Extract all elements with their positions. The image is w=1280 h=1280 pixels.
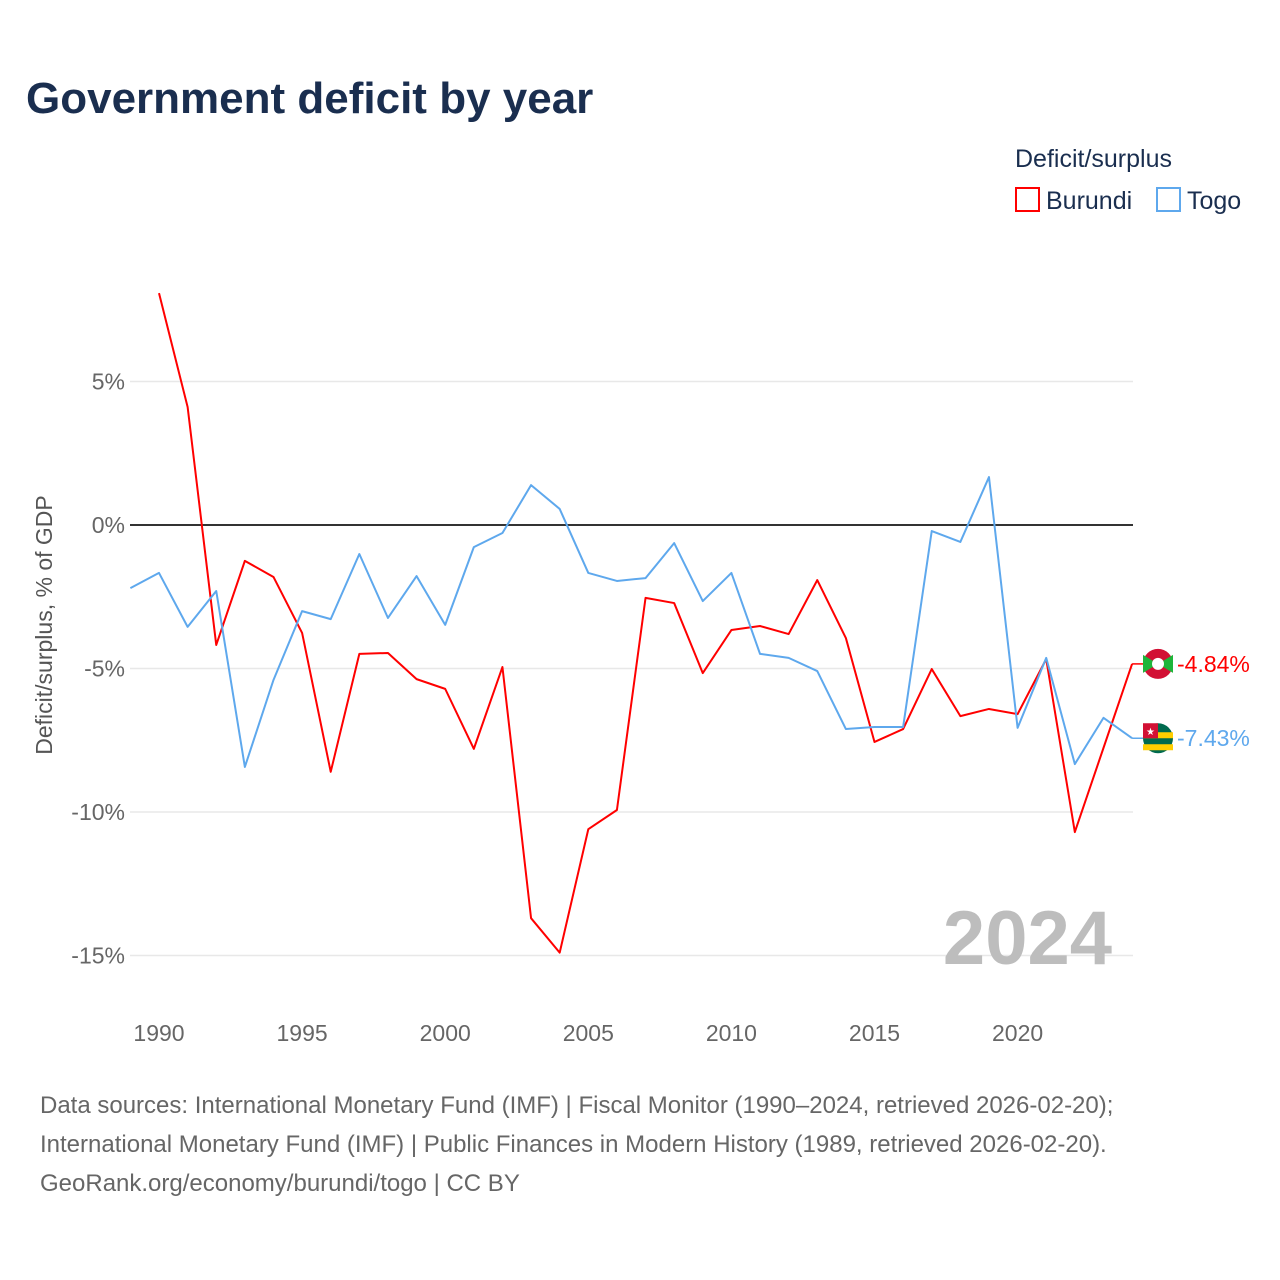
x-tick-label: 2015: [849, 1020, 900, 1046]
end-value-label-burundi: -4.84%: [1177, 651, 1250, 677]
x-tick-label: 2010: [706, 1020, 757, 1046]
x-tick-label: 2020: [992, 1020, 1043, 1046]
series-line-burundi: [158, 292, 1134, 954]
y-tick-label: 0%: [92, 512, 125, 538]
y-tick-label: -10%: [71, 799, 125, 825]
y-tick-label: -15%: [71, 943, 125, 969]
flag-icon-togo: ★: [1143, 723, 1173, 754]
footer-line-1: Data sources: International Monetary Fun…: [40, 1092, 1113, 1119]
y-axis-label: Deficit/surplus, % of GDP: [31, 495, 57, 754]
legend-swatch-burundi: [1015, 187, 1040, 212]
year-watermark: 2024: [943, 896, 1112, 981]
legend-item-burundi[interactable]: Burundi: [1015, 187, 1132, 215]
y-tick-label: -5%: [84, 656, 125, 682]
x-tick-label: 1990: [133, 1020, 184, 1046]
flag-icon-burundi: [1143, 648, 1173, 679]
legend-swatch-togo: [1156, 187, 1181, 212]
legend-title: Deficit/surplus: [1015, 145, 1172, 173]
legend-item-togo[interactable]: Togo: [1156, 187, 1241, 215]
chart-title: Government deficit by year: [26, 74, 593, 123]
end-value-label-togo: -7.43%: [1177, 725, 1250, 751]
x-tick-label: 2000: [420, 1020, 471, 1046]
footer-line-2: International Monetary Fund (IMF) | Publ…: [40, 1131, 1107, 1158]
legend-label-burundi: Burundi: [1046, 187, 1132, 215]
series-line-togo: [129, 476, 1133, 768]
svg-text:★: ★: [1146, 727, 1155, 738]
x-tick-label: 2005: [563, 1020, 614, 1046]
y-tick-label: 5%: [92, 369, 125, 395]
x-tick-label: 1995: [277, 1020, 328, 1046]
legend-label-togo: Togo: [1187, 187, 1241, 215]
footer-line-3[interactable]: GeoRank.org/economy/burundi/togo | CC BY: [40, 1170, 520, 1197]
